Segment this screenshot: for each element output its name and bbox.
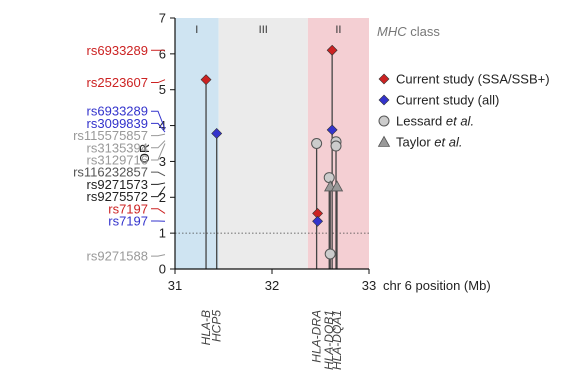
triangle-point bbox=[330, 180, 344, 192]
legend-label: Lessard et al. bbox=[396, 114, 474, 129]
legend-diamond-marker bbox=[378, 73, 390, 85]
y-tick-label: 5 bbox=[159, 82, 166, 97]
snp-labels: rs6933289rs2523607rs6933289rs3099839rs11… bbox=[73, 43, 166, 264]
x-axis-label: chr 6 position (Mb) bbox=[383, 278, 491, 293]
y-tick-label: 4 bbox=[159, 118, 166, 133]
region-label: I bbox=[195, 24, 198, 36]
stems bbox=[205, 50, 338, 269]
snp-label: rs9271573 bbox=[87, 177, 148, 192]
diamond-point bbox=[312, 215, 324, 227]
snp-label: rs9275572 bbox=[87, 189, 148, 204]
snp-label: rs7197 bbox=[108, 213, 148, 228]
y-tick-label: 3 bbox=[159, 154, 166, 169]
y-tick-label: 1 bbox=[159, 226, 166, 241]
region-label: II bbox=[335, 24, 341, 36]
region-label: III bbox=[259, 24, 268, 36]
legend-label: Current study (all) bbox=[396, 93, 499, 108]
snp-label: rs6933289 bbox=[87, 43, 148, 58]
y-tick-label: 0 bbox=[159, 262, 166, 277]
legend: Current study (SSA/SSB+) Current study (a… bbox=[377, 72, 550, 150]
circle-point bbox=[324, 248, 336, 260]
circle-point bbox=[311, 138, 323, 149]
snp-leader-line bbox=[151, 140, 166, 149]
legend-label: Taylor et al. bbox=[396, 135, 462, 150]
snp-label: rs2523607 bbox=[87, 75, 148, 90]
mhc-class-caption: MHC class bbox=[377, 24, 440, 39]
legend-circle-marker bbox=[378, 115, 390, 127]
snp-leader-line bbox=[151, 110, 166, 130]
diamond-point bbox=[326, 44, 338, 56]
snp-leader-line bbox=[151, 133, 166, 137]
legend-label: Current study (SSA/SSB+) bbox=[396, 72, 550, 87]
snp-label: rs6933289 bbox=[87, 104, 148, 119]
mhc-regions: I III II bbox=[175, 18, 369, 269]
gene-label: HCP5 bbox=[210, 310, 224, 342]
axes: 0 1 2 3 4 5 6 7 31 32 33 OR chr 6 position (Mb) MHC c… bbox=[137, 11, 491, 294]
circle-point bbox=[330, 140, 342, 152]
y-tick-label: 6 bbox=[159, 46, 166, 61]
snp-label: rs115575857 bbox=[73, 128, 148, 143]
snp-leader-line bbox=[151, 254, 166, 257]
x-tick-label: 33 bbox=[362, 278, 376, 293]
snp-label: rs9271588 bbox=[87, 249, 148, 264]
diamond-point bbox=[200, 74, 212, 86]
gene-label: HLA-DQB1 bbox=[322, 310, 336, 370]
snp-leader-line bbox=[151, 122, 166, 133]
snp-label: rs7197 bbox=[108, 201, 148, 216]
circle-point bbox=[323, 172, 335, 184]
x-tick-label: 31 bbox=[168, 278, 182, 293]
y-tick-label: 7 bbox=[159, 11, 166, 26]
snp-leader-line bbox=[151, 186, 166, 198]
snp-label: rs3135394 bbox=[87, 140, 148, 155]
snp-leader-line bbox=[151, 143, 166, 161]
snp-label: rs116232857 bbox=[73, 165, 148, 180]
snp-leader-line bbox=[151, 79, 166, 84]
gene-label: HLA-DRA bbox=[310, 310, 324, 363]
snp-leader-line bbox=[151, 208, 166, 214]
x-tick-label: 32 bbox=[265, 278, 279, 293]
y-tick-label: 2 bbox=[159, 190, 166, 205]
snp-label: rs3099839 bbox=[87, 116, 148, 131]
legend-diamond-marker bbox=[378, 94, 390, 106]
legend-triangle-marker bbox=[377, 135, 391, 147]
gene-label: HLA-DQA1 bbox=[330, 310, 344, 370]
snp-label: rs3129716 bbox=[87, 152, 148, 167]
diamond-point bbox=[211, 128, 223, 139]
gene-label: HLA-B bbox=[199, 310, 213, 345]
diamond-point bbox=[326, 124, 338, 136]
region-I bbox=[175, 18, 219, 269]
region-III bbox=[218, 18, 308, 269]
snp-leader-line bbox=[151, 182, 166, 185]
snp-leader-line bbox=[151, 171, 166, 177]
data-points bbox=[200, 44, 344, 260]
y-axis-label: OR bbox=[137, 144, 152, 164]
